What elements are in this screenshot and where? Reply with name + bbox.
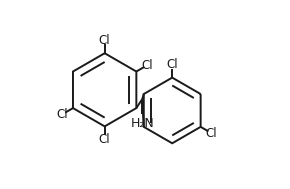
Text: H₂N: H₂N: [130, 117, 154, 130]
Text: Cl: Cl: [99, 34, 110, 47]
Text: Cl: Cl: [206, 127, 218, 140]
Text: Cl: Cl: [166, 58, 178, 71]
Text: Cl: Cl: [142, 59, 153, 72]
Text: Cl: Cl: [99, 133, 110, 146]
Text: Cl: Cl: [56, 108, 68, 121]
